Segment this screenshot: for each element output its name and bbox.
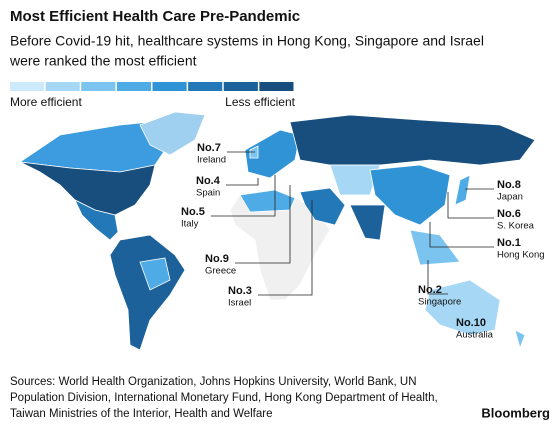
- south-america: [109, 234, 186, 351]
- china: [369, 164, 451, 226]
- country-label: Greece: [205, 266, 236, 277]
- connector: [211, 175, 276, 217]
- greenland: [139, 111, 206, 156]
- legend-swatch: [259, 82, 294, 91]
- rank-label: No.6: [497, 208, 521, 220]
- legend: [10, 82, 294, 91]
- southeast-asia: [409, 229, 461, 266]
- rank-label: No.1: [497, 237, 521, 249]
- new-zealand: [514, 329, 526, 350]
- legend-swatch: [81, 82, 116, 91]
- sources: Taiwan Ministries of the Interior, Healt…: [10, 408, 273, 420]
- legend-swatch: [188, 82, 223, 91]
- north-africa: [239, 189, 296, 213]
- rank-label: No.10: [456, 317, 486, 329]
- connector: [447, 192, 494, 219]
- brazil-part: [139, 257, 171, 291]
- rank-label: No.8: [497, 179, 521, 191]
- middle-east: [299, 187, 346, 226]
- rank-label: No.2: [418, 284, 442, 296]
- usa: [19, 161, 156, 216]
- country-label: S. Korea: [497, 221, 535, 232]
- japan: [454, 174, 471, 206]
- legend-swatch: [10, 82, 45, 91]
- india: [349, 204, 386, 241]
- rank-label: No.9: [205, 253, 229, 265]
- subtitle: Before Covid-19 hit, healthcare systems …: [10, 33, 484, 49]
- sources: Sources: World Health Organization, John…: [10, 376, 417, 388]
- legend-label: Less efficient: [225, 95, 295, 109]
- connector: [235, 185, 291, 264]
- country-label: Hong Kong: [497, 250, 545, 261]
- russia: [289, 114, 536, 166]
- rank-label: No.4: [196, 175, 221, 187]
- country-label: Israel: [228, 298, 251, 309]
- legend-swatch: [45, 82, 80, 91]
- rank-label: No.3: [228, 285, 252, 297]
- connector: [429, 222, 494, 248]
- legend-swatch: [116, 82, 151, 91]
- connector: [465, 188, 494, 190]
- country-label: Singapore: [418, 297, 461, 308]
- mexico: [74, 199, 119, 241]
- connector: [258, 200, 313, 296]
- country-label: Italy: [181, 219, 199, 230]
- brand: Bloomberg: [481, 405, 550, 420]
- europe: [244, 129, 301, 179]
- rank-label: No.7: [197, 142, 221, 154]
- world-map: [18, 111, 536, 351]
- country-label: Australia: [456, 330, 494, 341]
- connector: [427, 260, 448, 295]
- country-label: Japan: [497, 192, 523, 203]
- subtitle: were ranked the most efficient: [9, 53, 197, 69]
- legend-swatch: [223, 82, 258, 91]
- title: Most Efficient Health Care Pre-Pandemic: [10, 8, 300, 25]
- country-label: Spain: [196, 188, 220, 199]
- africa: [229, 189, 331, 301]
- central-asia: [329, 164, 381, 196]
- legend-label: More efficient: [10, 95, 82, 109]
- rank-label: No.5: [181, 206, 205, 218]
- legend-swatch: [152, 82, 187, 91]
- country-label: Ireland: [197, 155, 226, 166]
- sources: Population Division, International Monet…: [10, 392, 438, 404]
- connector: [226, 178, 259, 186]
